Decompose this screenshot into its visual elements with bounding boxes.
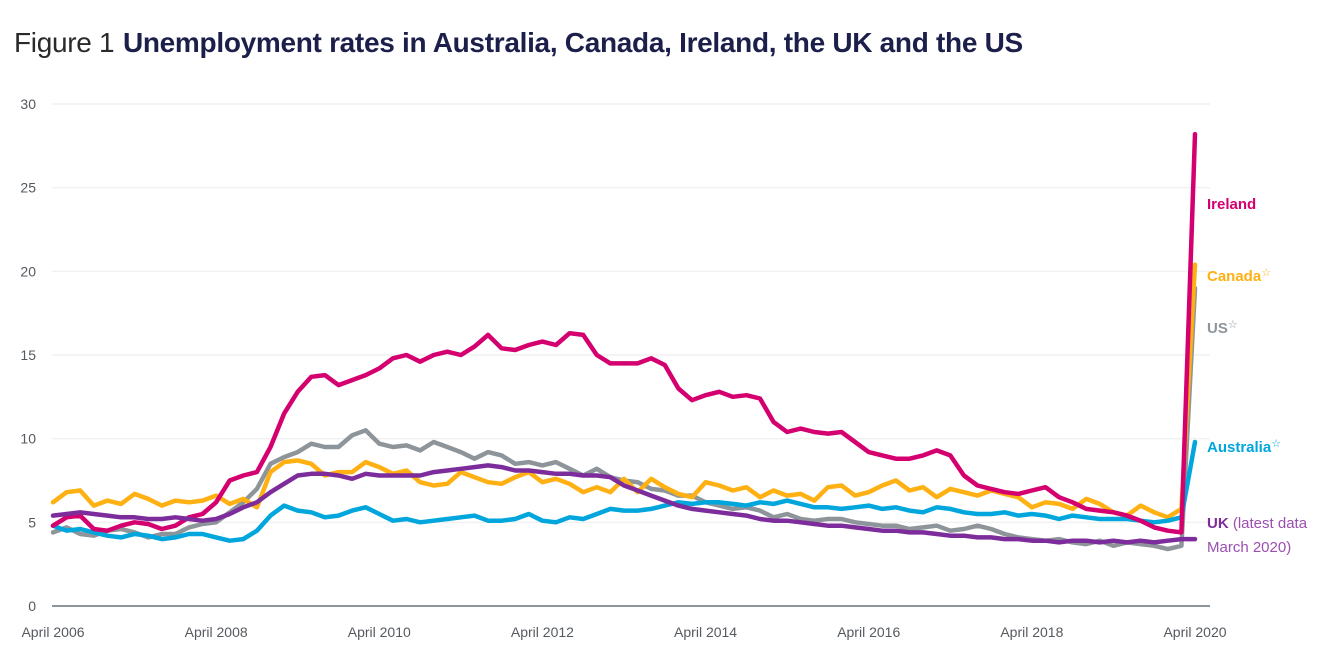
- x-tick-label: April 2012: [511, 624, 574, 640]
- y-tick-label: 25: [20, 180, 36, 196]
- x-tick-label: April 2018: [1000, 624, 1063, 640]
- y-tick-label: 15: [20, 347, 36, 363]
- series-label-us: US☆: [1207, 319, 1238, 337]
- x-tick-label: April 2010: [348, 624, 411, 640]
- x-axis-ticks: April 2006 April 2008 April 2010 April 2012…: [21, 624, 1226, 640]
- y-tick-label: 20: [20, 263, 36, 279]
- series-label-ireland: Ireland: [1207, 196, 1256, 213]
- x-tick-label: April 2014: [674, 624, 737, 640]
- star-icon: ☆: [1228, 319, 1238, 331]
- series-line-australia: [50, 439, 1198, 543]
- series-line-ireland: [50, 131, 1198, 535]
- y-tick-label: 5: [28, 514, 36, 530]
- x-tick-label: April 2008: [185, 624, 248, 640]
- star-icon: ☆: [1271, 438, 1281, 450]
- x-tick-label: April 2006: [21, 624, 84, 640]
- series-lines: [50, 131, 1198, 552]
- series-line-canada: [50, 262, 1198, 520]
- series-label-canada: Canada☆: [1207, 267, 1271, 285]
- series-sublabel-uk: March 2020): [1207, 539, 1291, 556]
- x-tick-label: April 2020: [1163, 624, 1226, 640]
- y-axis-ticks: 0 5 10 15 20 25 30: [20, 96, 36, 614]
- series-label-uk: UK (latest data: [1207, 515, 1308, 532]
- y-tick-label: 30: [20, 96, 36, 112]
- y-tick-label: 0: [28, 598, 36, 614]
- y-tick-label: 10: [20, 431, 36, 447]
- figure-number: Figure 1: [14, 27, 115, 58]
- x-tick-label: April 2016: [837, 624, 900, 640]
- series-line-uk: [50, 463, 1198, 545]
- star-icon: ☆: [1261, 267, 1271, 279]
- figure-heading: Unemployment rates in Australia, Canada,…: [122, 27, 1023, 58]
- figure-title: Figure 1 Unemployment rates in Australia…: [14, 26, 1023, 59]
- gridlines: [52, 103, 1210, 524]
- series-labels: Ireland Canada☆ US☆ Australia☆ UK (latest da…: [1207, 196, 1308, 556]
- series-label-australia: Australia☆: [1207, 438, 1281, 456]
